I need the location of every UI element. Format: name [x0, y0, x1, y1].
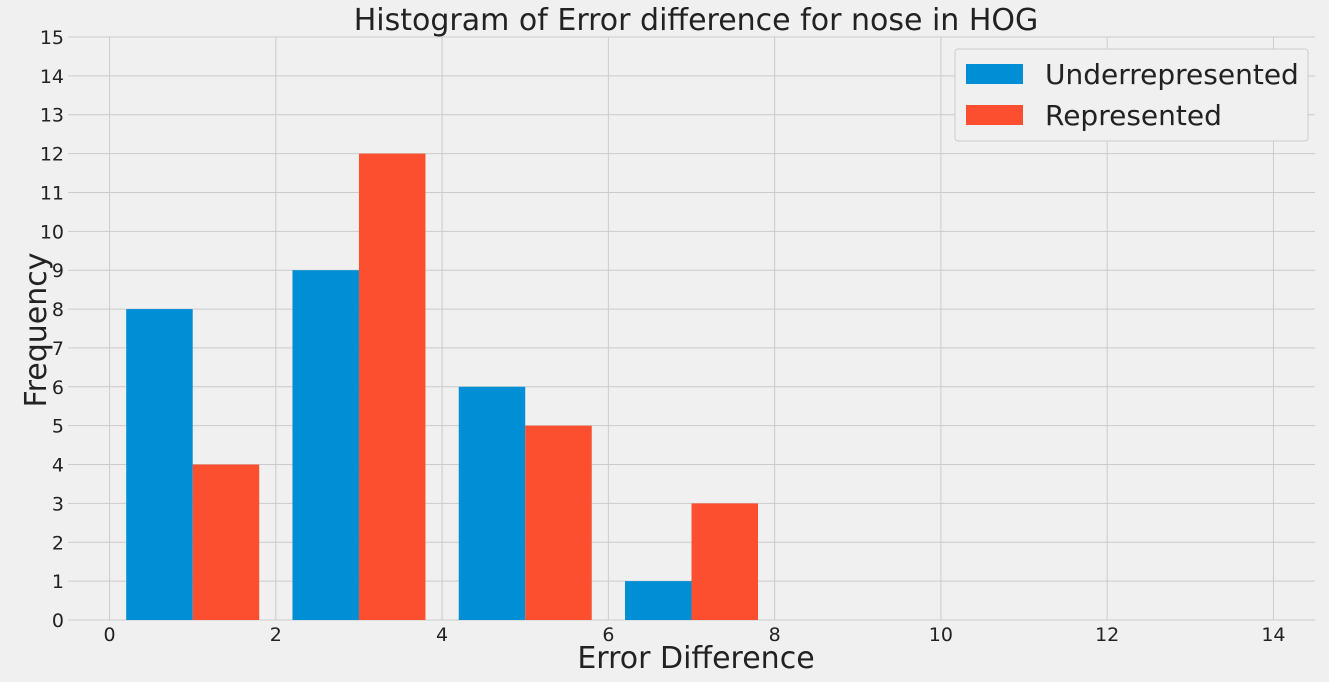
- y-axis-label: Frequency: [19, 253, 54, 408]
- legend-box: [954, 48, 1309, 142]
- bar-represented-1: [358, 153, 426, 620]
- legend: Underrepresented Represented: [954, 48, 1309, 142]
- y-tick-label: 10: [40, 221, 64, 243]
- x-tick-label: 4: [436, 624, 448, 646]
- x-tick-label: 10: [929, 624, 953, 646]
- y-tick-label: 0: [52, 610, 64, 632]
- y-tick-label: 12: [40, 144, 64, 166]
- y-tick-label: 11: [40, 182, 64, 204]
- legend-swatch-underrepresented: [966, 64, 1023, 84]
- legend-swatch-represented: [966, 105, 1023, 125]
- chart-title: Histogram of Error difference for nose i…: [354, 3, 1039, 38]
- x-tick-label: 2: [270, 624, 282, 646]
- x-tick-label: 12: [1095, 624, 1119, 646]
- y-tick-label: 6: [52, 377, 64, 399]
- y-tick-label: 14: [40, 66, 64, 88]
- y-tick-label: 2: [52, 532, 64, 554]
- y-tick-label: 3: [52, 493, 64, 515]
- bar-underrepresented-2: [458, 386, 526, 620]
- y-tick-label: 8: [52, 299, 64, 321]
- bar-underrepresented-0: [126, 309, 193, 620]
- y-tick-label: 1: [52, 571, 64, 593]
- bar-underrepresented-3: [624, 581, 692, 620]
- legend-label-underrepresented: Underrepresented: [1045, 58, 1299, 91]
- y-tick-label: 9: [52, 260, 64, 282]
- bars: [126, 153, 759, 620]
- bar-represented-0: [192, 464, 260, 620]
- x-axis-label: Error Difference: [577, 641, 814, 676]
- bar-underrepresented-1: [292, 270, 359, 620]
- y-tick-label: 7: [52, 338, 64, 360]
- bar-represented-2: [525, 425, 592, 620]
- x-tick-label: 0: [104, 624, 116, 646]
- bar-represented-3: [691, 503, 759, 620]
- y-tick-label: 5: [52, 416, 64, 438]
- x-tick-label: 6: [602, 624, 614, 646]
- y-tick-label: 15: [40, 27, 64, 49]
- y-tick-label: 13: [40, 105, 64, 127]
- legend-label-represented: Represented: [1045, 99, 1222, 132]
- y-tick-label: 4: [52, 455, 64, 477]
- x-tick-label: 14: [1261, 624, 1285, 646]
- x-tick-label: 8: [769, 624, 781, 646]
